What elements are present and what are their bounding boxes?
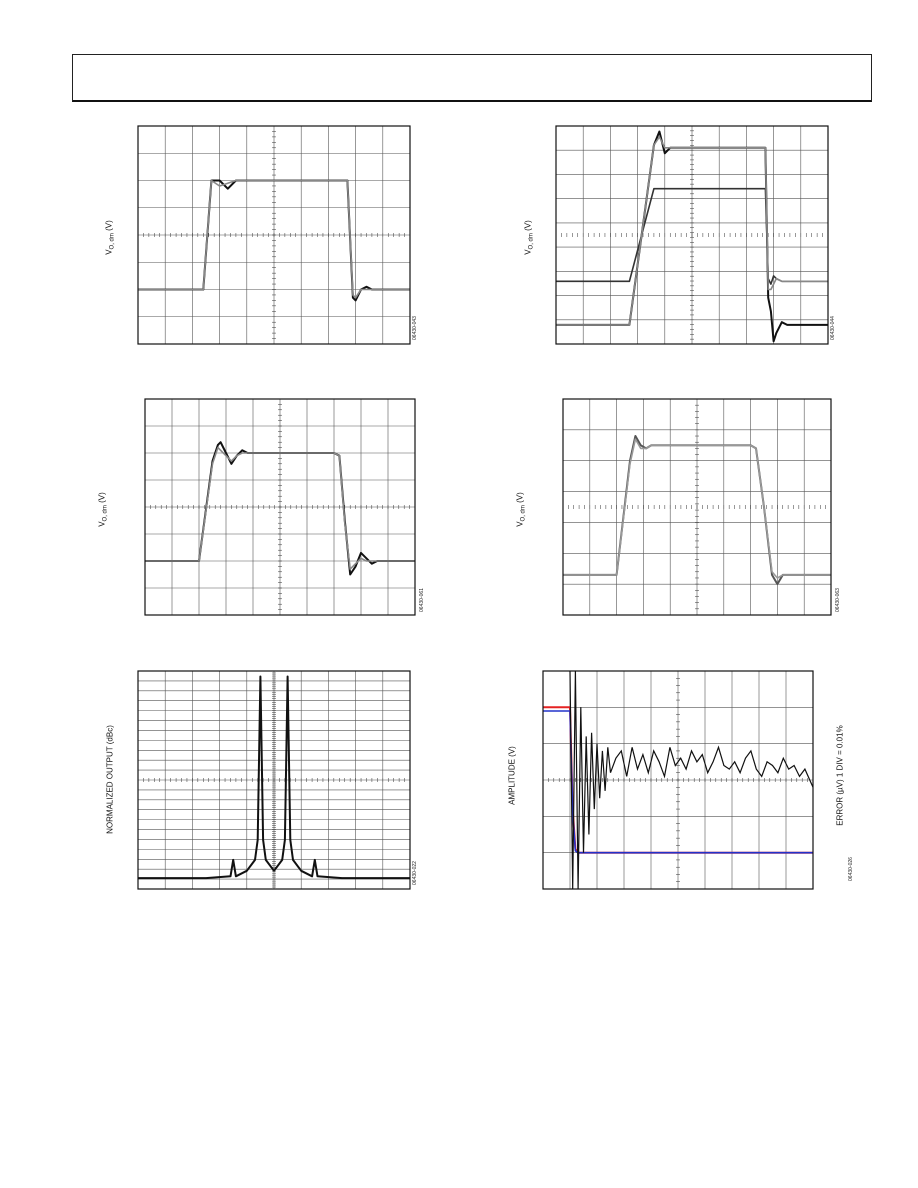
chart-panel-5	[137, 670, 411, 890]
chart-1-y-axis-label: VO, dm (V)	[104, 220, 116, 255]
chart-panel-6	[542, 670, 814, 890]
chart-5-y-axis-label: NORMALIZED OUTPUT (dBc)	[105, 725, 115, 834]
chart-1-svg	[137, 125, 411, 345]
chart-6-figure-code: 06430-026	[848, 857, 854, 881]
chart-4-svg	[562, 398, 832, 616]
grid	[137, 670, 411, 890]
chart-2-svg	[555, 125, 829, 345]
chart-3-figure-code: 06430-061	[419, 588, 425, 612]
chart-4-figure-code: 06430-063	[835, 588, 841, 612]
error-trace-line	[569, 670, 814, 890]
chart-3-y-axis-label: VO, dm (V)	[97, 492, 109, 527]
plot-frame	[137, 670, 411, 890]
grid	[562, 398, 832, 616]
chart-panel-4	[562, 398, 832, 616]
chart-panel-2	[555, 125, 829, 345]
chart-6-y2-axis-label: ERROR (µV) 1 DIV = 0.01%	[835, 725, 845, 826]
grid	[542, 670, 814, 890]
chart-3-svg	[144, 398, 416, 616]
chart-panel-1	[137, 125, 411, 345]
chart-6-svg	[542, 670, 814, 890]
chart-4-y-axis-label: VO, dm (V)	[515, 492, 527, 527]
series-line-3	[556, 136, 828, 326]
grid	[144, 398, 416, 616]
chart-5-svg	[137, 670, 411, 890]
grid	[137, 125, 411, 345]
chart-6-y-axis-label: AMPLITUDE (V)	[507, 746, 517, 805]
series-line-2	[563, 438, 831, 579]
chart-panel-3	[144, 398, 416, 616]
plot-frame	[555, 125, 829, 345]
series-line-2	[145, 446, 415, 570]
grid	[555, 125, 829, 345]
chart-2-y-axis-label: VO, dm (V)	[523, 220, 535, 255]
series-line-1	[138, 675, 410, 880]
chart-5-figure-code: 06430-022	[412, 861, 418, 885]
plot-frame	[144, 398, 416, 616]
chart-1-figure-code: 06430-043	[412, 316, 418, 340]
plot-frame	[562, 398, 832, 616]
plot-frame	[137, 125, 411, 345]
chart-2-figure-code: 06430-044	[830, 316, 836, 340]
page-header-box	[72, 54, 872, 102]
plot-frame	[542, 670, 814, 890]
series-line-2	[138, 179, 410, 299]
